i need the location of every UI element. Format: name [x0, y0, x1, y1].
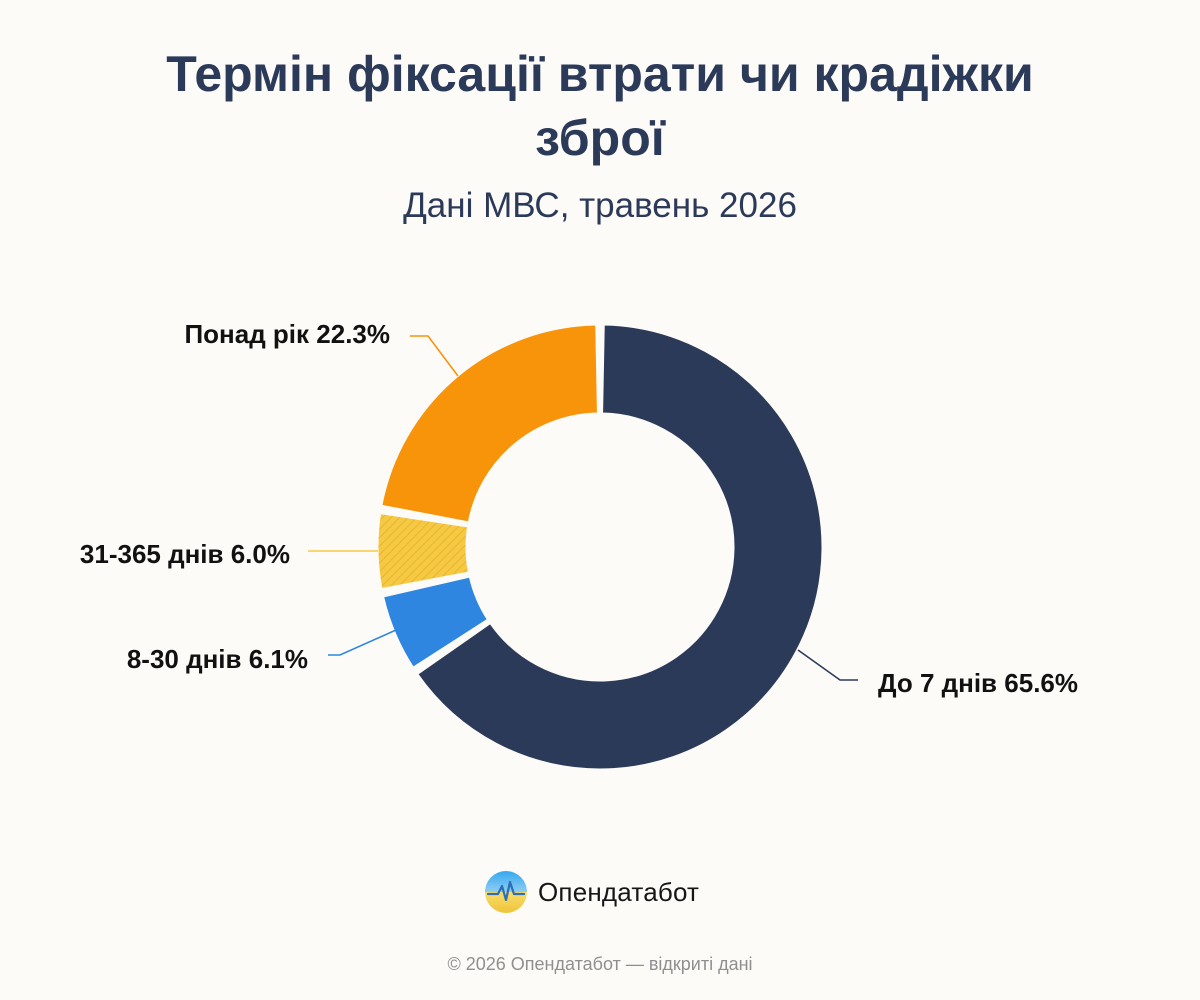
leader-lines [308, 335, 858, 681]
brand-name: Опендатабот [538, 876, 700, 907]
slice-label: Понад рік 22.3% [184, 319, 390, 349]
chart-subtitle: Дані МВС, травень 2026 [403, 186, 797, 225]
slice-label: 31-365 днів 6.0% [80, 539, 290, 569]
leader-line [797, 649, 858, 681]
chart-title: Термін фіксації втрати чи крадіжки зброї [0, 42, 1200, 170]
leader-line [410, 335, 459, 377]
slice-labels: До 7 днів 65.6% 8-30 днів 6.1% 31-365 днів… [80, 319, 1078, 698]
slice-31-365-днів [377, 513, 469, 590]
copyright-footer: © 2026 Опендатабот — відкриті дані [447, 954, 753, 974]
chart-title-line-1: Термін фіксації втрати чи крадіжки [166, 46, 1034, 102]
donut-slices [377, 324, 823, 770]
brand-logo: Опендатабот [484, 869, 699, 915]
slice-до-7-днів [417, 324, 823, 770]
slice-label: 8-30 днів 6.1% [127, 644, 308, 674]
slice-8-30-днів [383, 576, 488, 668]
slice-понад-рік [381, 324, 598, 523]
chart-title-line-2: зброї [535, 110, 665, 166]
opendatabot-logo-icon [485, 871, 527, 913]
leader-line [328, 629, 397, 656]
slice-label: До 7 днів 65.6% [878, 668, 1078, 698]
